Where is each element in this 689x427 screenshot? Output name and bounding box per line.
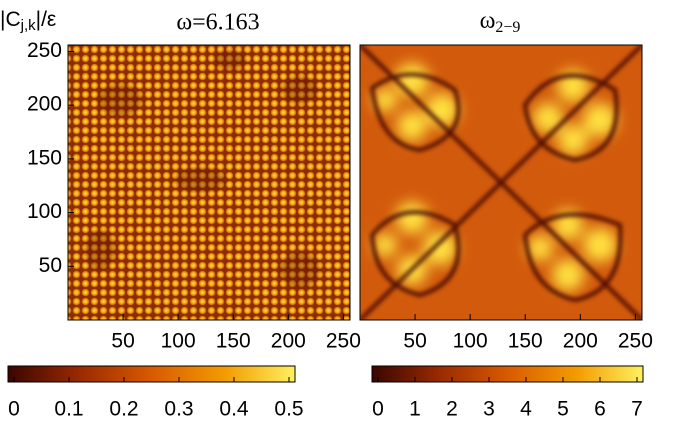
plot-frame — [359, 44, 643, 321]
x-tick-label: 50 — [403, 330, 426, 353]
x-tick-label: 100 — [453, 330, 488, 353]
y-tick-label: 150 — [27, 146, 62, 169]
colorbar-tick-label: 6 — [594, 398, 606, 421]
colorbar-tick-label: 0.3 — [164, 398, 193, 421]
x-tick-label: 200 — [271, 330, 306, 353]
x-tick-label: 250 — [618, 330, 653, 353]
x-tick-label: 200 — [563, 330, 598, 353]
x-tick-label: 100 — [161, 330, 196, 353]
x-tick-label: 50 — [111, 330, 134, 353]
colorbar-tick-label: 3 — [483, 398, 495, 421]
chart-title: ω2−9 — [480, 8, 521, 36]
y-tick-label: 100 — [27, 200, 62, 223]
colorbar-tick-label: 0 — [8, 398, 20, 421]
colorbar-tick-label: 0.5 — [274, 398, 303, 421]
y-tick-label: 200 — [27, 93, 62, 116]
y-tick-label: 50 — [39, 254, 62, 277]
y-tick-label: 250 — [27, 39, 62, 62]
x-tick-label: 150 — [508, 330, 543, 353]
colorbar-tick-label: 7 — [631, 398, 643, 421]
colorbar-tick-label: 0 — [372, 398, 384, 421]
colorbar — [7, 365, 296, 383]
y-axis-label: |Cj,k|/ε — [0, 8, 56, 34]
heatmap-image — [360, 45, 642, 320]
colorbar-tick-label: 0.4 — [219, 398, 249, 421]
x-tick-label: 250 — [326, 330, 361, 353]
heatmap-image — [68, 45, 350, 320]
colorbar-tick-label: 5 — [557, 398, 569, 421]
plot-frame — [67, 44, 351, 321]
x-tick-label: 150 — [216, 330, 251, 353]
colorbar-tick-label: 0.1 — [54, 398, 83, 421]
colorbar-tick-label: 4 — [520, 398, 532, 421]
colorbar — [371, 365, 644, 383]
colorbar-tick-label: 1 — [409, 398, 421, 421]
colorbar-tick-label: 0.2 — [109, 398, 138, 421]
colorbar-tick-label: 2 — [446, 398, 458, 421]
chart-title: ω=6.163 — [176, 10, 259, 36]
